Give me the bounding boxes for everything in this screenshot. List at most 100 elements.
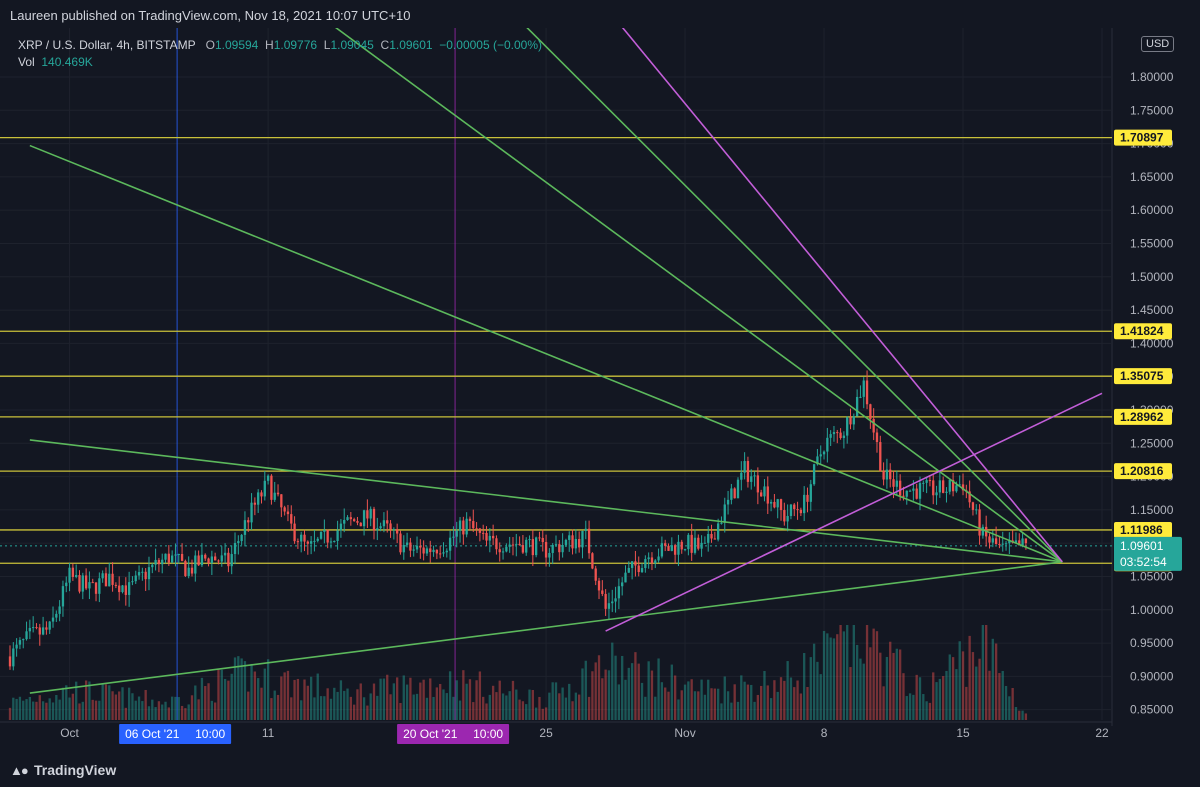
volume-bar	[915, 674, 918, 720]
candle-body	[405, 542, 409, 545]
candle-body	[38, 627, 41, 635]
volume-bar	[746, 684, 750, 720]
candle-body	[961, 484, 965, 491]
symbol-title[interactable]: XRP / U.S. Dollar, 4h, BITSTAMP	[18, 38, 196, 52]
volume-bar	[429, 678, 432, 720]
candle-body	[991, 538, 994, 543]
candle-body	[131, 581, 134, 583]
volume-bar	[885, 656, 889, 720]
candle-body	[928, 480, 932, 482]
candle-body	[707, 533, 710, 543]
candle-body	[998, 544, 1001, 546]
open-label: O	[205, 38, 215, 52]
candle-body	[865, 380, 869, 405]
volume-bar	[541, 708, 544, 720]
volume-bar	[879, 652, 882, 720]
volume-bar	[932, 672, 935, 720]
candle-body	[935, 492, 938, 496]
candle-body	[452, 536, 455, 538]
candle-body	[415, 545, 419, 550]
candle-body	[889, 469, 892, 480]
y-tick-label: 1.45000	[1130, 303, 1174, 317]
volume-bar	[508, 691, 511, 720]
volume-bar	[405, 684, 409, 720]
candle-body	[829, 434, 832, 438]
volume-bar	[971, 652, 975, 720]
volume-bar	[859, 658, 862, 720]
volume-bar	[988, 670, 991, 720]
currency-button[interactable]: USD	[1141, 36, 1175, 52]
candle-body	[22, 639, 25, 641]
candle-body	[799, 509, 803, 514]
candle-body	[994, 538, 998, 545]
volume-bar	[654, 696, 657, 720]
candle-body	[776, 499, 779, 508]
volume-bar	[518, 699, 521, 720]
volume-bar	[786, 661, 789, 720]
candle-body	[270, 475, 273, 500]
y-tick-label: 1.15000	[1130, 503, 1174, 517]
footer-brand[interactable]: ▲● TradingView	[10, 762, 116, 778]
candle-body	[283, 507, 286, 512]
candle-body	[769, 501, 773, 504]
y-tick-label: 1.55000	[1130, 236, 1174, 250]
volume-bar	[789, 677, 793, 720]
volume-bar	[783, 680, 786, 720]
volume-bar	[217, 669, 220, 720]
candle-body	[859, 396, 862, 398]
price-chart[interactable]: 1.800001.750001.700001.650001.600001.550…	[0, 28, 1200, 758]
candle-body	[826, 437, 829, 452]
candle-body	[617, 586, 621, 599]
candle-body	[942, 480, 945, 493]
volume-bar	[141, 701, 144, 720]
trend-line	[605, 392, 1103, 632]
candle-body	[604, 593, 607, 609]
candle-body	[773, 501, 776, 508]
volume-bar	[101, 684, 104, 720]
candle-body	[293, 523, 296, 542]
volume-bar	[793, 687, 796, 720]
volume-bar	[409, 677, 412, 720]
last-price-label: 1.09601	[1120, 539, 1164, 553]
candle-body	[485, 532, 488, 541]
candle-body	[362, 510, 366, 527]
candle-body	[842, 435, 846, 439]
volume-bar	[756, 694, 760, 720]
volume-bar	[617, 684, 621, 720]
candle-body	[832, 432, 836, 435]
candle-body	[462, 520, 465, 535]
candle-body	[723, 504, 726, 523]
volume-bar	[994, 643, 998, 720]
volume-bar	[796, 680, 799, 720]
candle-body	[71, 567, 75, 577]
candle-body	[783, 510, 786, 522]
candle-body	[945, 491, 948, 493]
volume-bar	[286, 670, 290, 720]
volume-bar	[442, 689, 445, 720]
candle-body	[290, 514, 293, 524]
volume-bar	[326, 688, 329, 720]
volume-bar	[591, 671, 594, 720]
volume-bar	[1011, 688, 1014, 720]
volume-bar	[273, 690, 276, 720]
candle-body	[551, 544, 554, 553]
candle-body	[495, 538, 498, 550]
volume-bar	[462, 670, 465, 720]
volume-bar	[392, 683, 396, 720]
candle-body	[15, 644, 18, 649]
trend-line	[29, 561, 1063, 694]
candle-body	[58, 606, 61, 614]
candle-body	[478, 528, 482, 533]
candle-body	[260, 492, 263, 497]
candle-body	[621, 582, 624, 587]
volume-bar	[779, 677, 783, 720]
candle-body	[902, 495, 905, 497]
candle-body	[237, 541, 240, 544]
candle-body	[740, 472, 743, 480]
candle-body	[607, 603, 611, 609]
volume-bar	[723, 676, 726, 720]
candle-body	[760, 492, 763, 497]
volume-bar	[45, 702, 48, 720]
volume-bar	[624, 679, 627, 720]
volume-bar	[161, 704, 164, 720]
